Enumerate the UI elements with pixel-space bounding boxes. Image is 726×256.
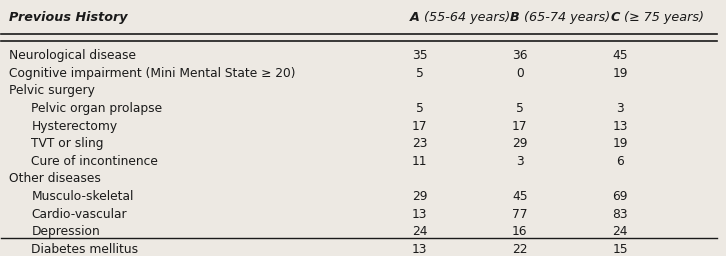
Text: Diabetes mellitus: Diabetes mellitus bbox=[31, 243, 139, 256]
Text: 24: 24 bbox=[612, 225, 628, 238]
Text: 36: 36 bbox=[512, 49, 528, 62]
Text: A: A bbox=[410, 10, 420, 24]
Text: 3: 3 bbox=[516, 155, 523, 168]
Text: 24: 24 bbox=[412, 225, 428, 238]
Text: 15: 15 bbox=[612, 243, 628, 256]
Text: Cardio-vascular: Cardio-vascular bbox=[31, 208, 127, 221]
Text: 45: 45 bbox=[612, 49, 628, 62]
Text: Cognitive impairment (Mini Mental State ≥ 20): Cognitive impairment (Mini Mental State … bbox=[9, 67, 295, 80]
Text: 13: 13 bbox=[412, 208, 428, 221]
Text: Pelvic surgery: Pelvic surgery bbox=[9, 84, 94, 97]
Text: Pelvic organ prolapse: Pelvic organ prolapse bbox=[31, 102, 163, 115]
Text: 45: 45 bbox=[512, 190, 528, 203]
Text: 3: 3 bbox=[616, 102, 624, 115]
Text: 19: 19 bbox=[612, 67, 628, 80]
Text: 13: 13 bbox=[412, 243, 428, 256]
Text: 17: 17 bbox=[512, 120, 528, 133]
Text: Cure of incontinence: Cure of incontinence bbox=[31, 155, 158, 168]
Text: Other diseases: Other diseases bbox=[9, 172, 100, 185]
Text: (≥ 75 years): (≥ 75 years) bbox=[620, 10, 704, 24]
Text: (55-64 years): (55-64 years) bbox=[420, 10, 510, 24]
Text: 16: 16 bbox=[512, 225, 528, 238]
Text: 23: 23 bbox=[412, 137, 428, 150]
Text: 17: 17 bbox=[412, 120, 428, 133]
Text: 29: 29 bbox=[512, 137, 528, 150]
Text: 19: 19 bbox=[612, 137, 628, 150]
Text: Hysterectomy: Hysterectomy bbox=[31, 120, 118, 133]
Text: 6: 6 bbox=[616, 155, 624, 168]
Text: C: C bbox=[611, 10, 620, 24]
Text: 69: 69 bbox=[612, 190, 628, 203]
Text: Musculo-skeletal: Musculo-skeletal bbox=[31, 190, 134, 203]
Text: Neurological disease: Neurological disease bbox=[9, 49, 136, 62]
Text: TVT or sling: TVT or sling bbox=[31, 137, 104, 150]
Text: 11: 11 bbox=[412, 155, 428, 168]
Text: 83: 83 bbox=[612, 208, 628, 221]
Text: Depression: Depression bbox=[31, 225, 100, 238]
Text: B: B bbox=[510, 10, 520, 24]
Text: 35: 35 bbox=[412, 49, 428, 62]
Text: 5: 5 bbox=[416, 102, 424, 115]
Text: 13: 13 bbox=[612, 120, 628, 133]
Text: 0: 0 bbox=[516, 67, 523, 80]
Text: Previous History: Previous History bbox=[9, 10, 127, 24]
Text: (65-74 years): (65-74 years) bbox=[520, 10, 610, 24]
Text: 29: 29 bbox=[412, 190, 428, 203]
Text: 77: 77 bbox=[512, 208, 528, 221]
Text: 5: 5 bbox=[516, 102, 524, 115]
Text: 22: 22 bbox=[512, 243, 528, 256]
Text: 5: 5 bbox=[416, 67, 424, 80]
